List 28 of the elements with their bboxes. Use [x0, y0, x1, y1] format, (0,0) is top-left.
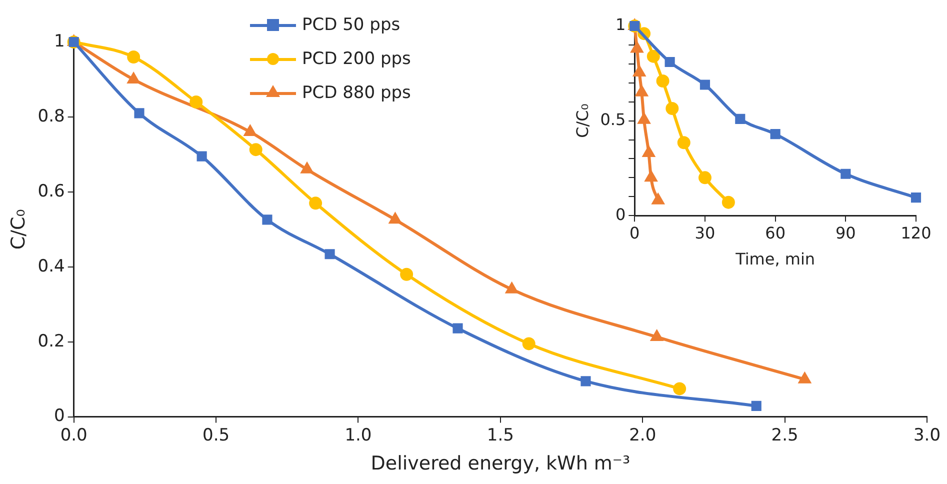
- y-tick-label: 0: [54, 406, 65, 426]
- legend-label: PCD 200 pps: [302, 49, 411, 69]
- legend-label: PCD 880 pps: [302, 83, 411, 103]
- x-tick-label: 1.0: [344, 425, 372, 446]
- y-tick-label: 0.8: [38, 106, 65, 126]
- x-tick-label: 0.0: [60, 425, 88, 446]
- x-tick-label: 120: [900, 223, 932, 242]
- y-tick-label: 0: [615, 204, 626, 224]
- x-tick-label: 0.5: [202, 425, 230, 446]
- x-tick-label: 60: [765, 223, 786, 242]
- y-axis-title: C/C₀: [572, 104, 592, 138]
- y-axis-title: C/C₀: [7, 209, 30, 250]
- x-tick-label: 30: [694, 223, 716, 242]
- x-tick-label: 1.5: [486, 425, 514, 446]
- x-tick-label: 3.0: [913, 425, 941, 446]
- y-tick-label: 0.2: [38, 331, 65, 352]
- x-tick-label: 0: [630, 223, 640, 242]
- x-tick-label: 2.5: [771, 425, 798, 446]
- x-tick-label: 90: [835, 223, 856, 242]
- y-tick-label: 1: [54, 31, 65, 52]
- x-axis-title: Delivered energy, kWh m⁻³: [370, 452, 630, 475]
- y-tick-label: 0.6: [38, 181, 65, 202]
- x-tick-label: 2.0: [629, 425, 656, 446]
- legend-label: PCD 50 pps: [302, 15, 400, 35]
- y-tick-label: 0.5: [600, 110, 626, 129]
- y-tick-label: 1: [615, 15, 626, 34]
- x-axis-title: Time, min: [734, 250, 816, 269]
- y-tick-label: 0.4: [38, 256, 65, 276]
